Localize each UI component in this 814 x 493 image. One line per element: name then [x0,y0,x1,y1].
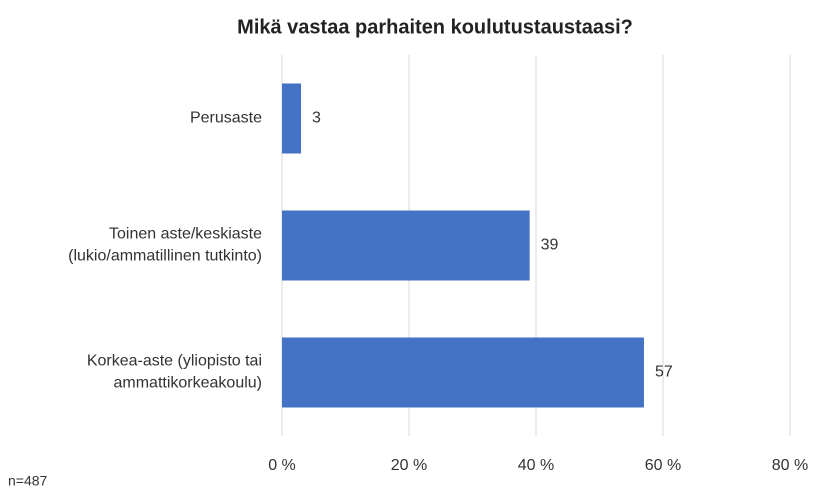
x-tick-label: 20 % [391,457,427,474]
y-tick-label: Toinen aste/keskiaste [109,226,262,243]
x-tick-label: 60 % [645,457,681,474]
data-label: 57 [655,364,673,381]
y-tick-label: Perusaste [190,110,262,127]
y-tick-label: (lukio/ammatillinen tutkinto) [68,248,262,265]
bar [282,210,530,281]
x-tick-label: 80 % [772,457,808,474]
y-tick-label: Korkea-aste (yliopisto tai [87,353,262,370]
footnote: n=487 [8,473,48,489]
bar [282,337,644,408]
bar [282,83,302,154]
data-label: 39 [541,237,559,254]
chart-title: Mikä vastaa parhaiten koulutustaustaasi? [237,16,633,38]
x-tick-label: 40 % [518,457,554,474]
x-tick-label: 0 % [268,457,296,474]
y-tick-label: ammattikorkeakoulu) [114,375,263,392]
data-label: 3 [312,110,321,127]
